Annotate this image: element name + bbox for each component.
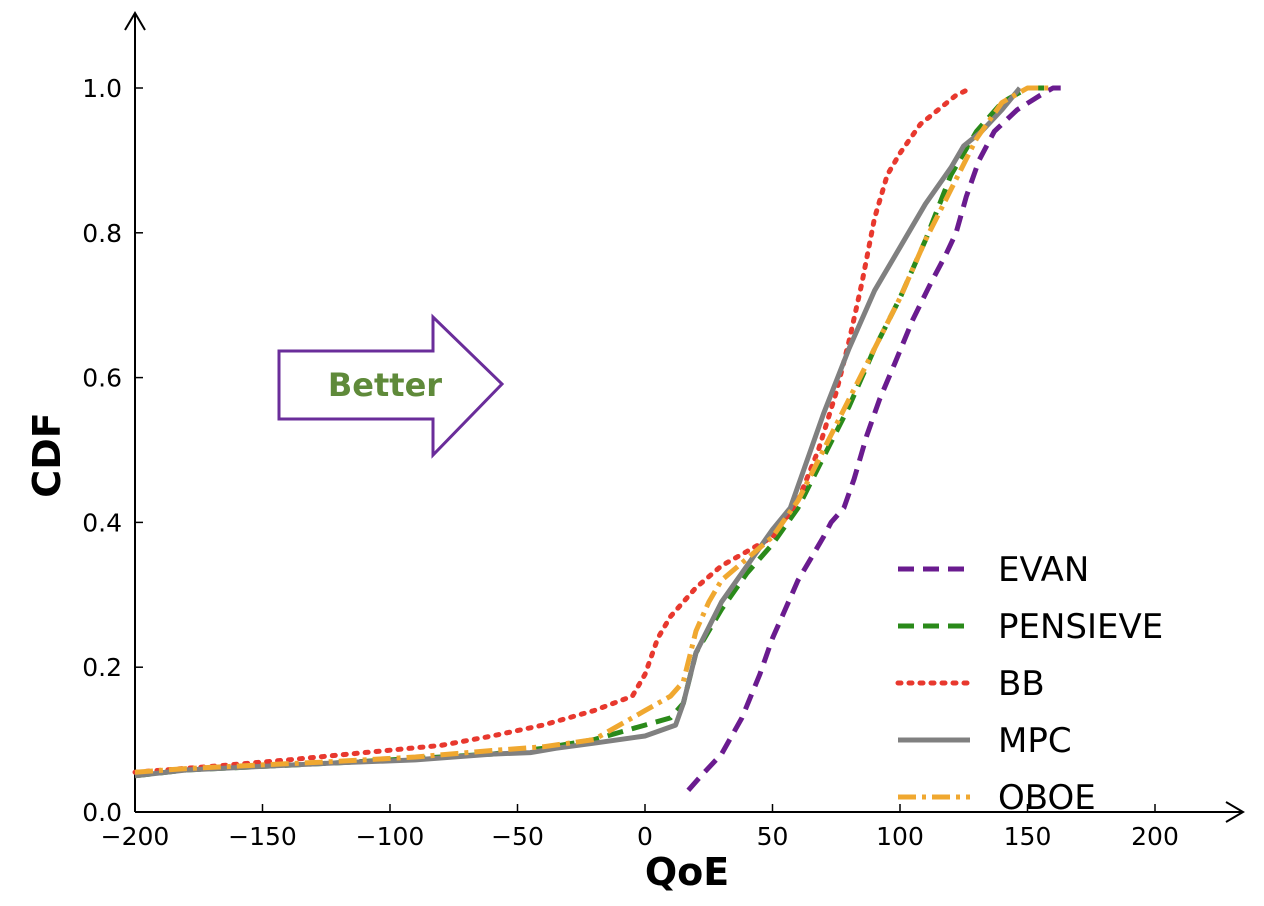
y-axis-title: CDF	[25, 412, 69, 497]
y-tick-label: 1.0	[82, 74, 122, 103]
tick-labels: −200 −150 −100 −50 0 50 100 150 200 0.0 0.2 0.4 0.6 0…	[82, 74, 1179, 851]
x-axis-arrow-icon	[1225, 801, 1245, 823]
x-tick-label: 100	[876, 822, 924, 851]
legend: EVAN PENSIEVE BB MPC OBOE	[895, 550, 1163, 818]
better-arrow-icon	[277, 313, 505, 459]
y-tick-label: 0.2	[82, 653, 122, 682]
x-tick-label: 50	[757, 822, 789, 851]
x-tick-label: −150	[228, 822, 297, 851]
series-line-mpc	[134, 86, 1022, 779]
y-tick-label: 0.0	[82, 798, 122, 827]
x-tick-label: 0	[637, 822, 653, 851]
series-line-bb	[132, 85, 974, 775]
series-line-oboe	[134, 85, 1053, 775]
x-axis-title: QoE	[645, 850, 729, 894]
better-annotation: Better	[277, 313, 505, 459]
legend-label-oboe: OBOE	[998, 778, 1096, 818]
x-tick-label: −200	[101, 822, 170, 851]
x-tick-label: −100	[356, 822, 425, 851]
y-tick-label: 0.4	[82, 508, 122, 537]
legend-label-bb: BB	[998, 664, 1045, 704]
legend-label-evan: EVAN	[998, 550, 1089, 590]
x-tick-label: 200	[1131, 822, 1179, 851]
y-tick-label: 0.8	[82, 219, 122, 248]
legend-label-pensieve: PENSIEVE	[998, 607, 1163, 647]
series-line-evan	[686, 85, 1061, 792]
x-tick-label: −50	[491, 822, 544, 851]
y-tick-label: 0.6	[82, 364, 122, 393]
axes	[124, 11, 1245, 823]
x-tick-label: 150	[1004, 822, 1052, 851]
series-line-pensieve	[134, 85, 1053, 779]
better-label: Better	[328, 366, 442, 404]
series-lines	[132, 85, 1061, 792]
legend-label-mpc: MPC	[998, 721, 1072, 761]
y-axis-arrow-icon	[124, 11, 146, 31]
